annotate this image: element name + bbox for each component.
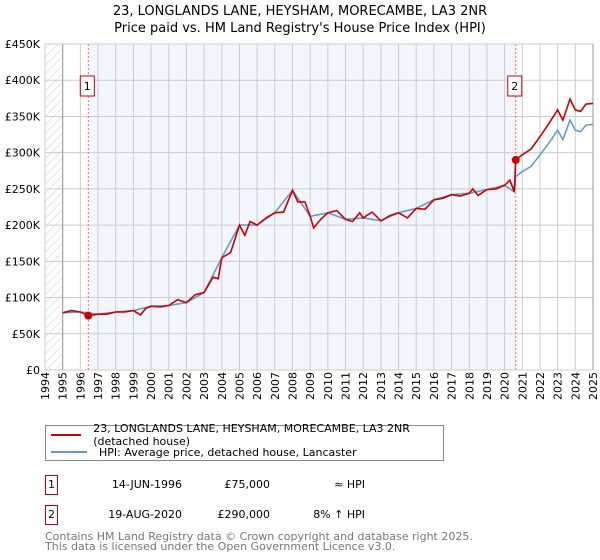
x-tick-label: 2021 — [516, 372, 529, 400]
sale-label: 1 — [84, 80, 91, 93]
transaction-hpi: 8% ↑ HPI — [313, 508, 365, 521]
x-tick-label: 2013 — [375, 372, 388, 400]
x-tick-label: 1998 — [110, 372, 123, 400]
transaction-date: 14-JUN-1996 — [111, 478, 182, 491]
x-tick-label: 1997 — [92, 372, 105, 400]
ownership-period-shade — [88, 44, 516, 370]
no-data-hatch — [45, 44, 63, 370]
x-tick-label: 2019 — [481, 372, 494, 400]
sale-point — [84, 311, 93, 320]
y-tick-label: £100K — [5, 292, 41, 305]
transaction-hpi: ≈ HPI — [334, 478, 365, 491]
y-tick-label: £250K — [5, 183, 41, 196]
legend-item-hpi: HPI: Average price, detached house, Lanc… — [51, 444, 357, 460]
x-tick-label: 2009 — [304, 372, 317, 400]
price-chart: 1994 1995 1996 1997 1998 1999 2000 2001 2002 2003… — [5, 38, 600, 400]
transaction-badge: 2 — [45, 505, 58, 525]
x-tick-label: 2016 — [428, 372, 441, 400]
x-tick-label: 2004 — [216, 372, 229, 400]
sale-label-box — [507, 75, 523, 97]
x-tick-label: 2002 — [180, 372, 193, 400]
x-tick-label: 2012 — [357, 372, 370, 400]
y-tick-label: £350K — [5, 110, 41, 123]
chart-title-line2: Price paid vs. HM Land Registry's House … — [114, 21, 486, 36]
x-tick-label: 2022 — [534, 372, 547, 400]
x-tick-label: 2007 — [269, 372, 282, 400]
x-tick-label: 2024 — [569, 372, 582, 400]
y-tick-label: £450K — [5, 38, 41, 51]
sale-label-box — [79, 75, 95, 97]
x-tick-label: 2018 — [463, 372, 476, 400]
x-tick-label: 2011 — [340, 372, 353, 400]
x-tick-label: 1996 — [74, 372, 87, 400]
y-tick-label: £300K — [5, 147, 41, 160]
transaction-price: £75,000 — [224, 478, 271, 491]
x-tick-label: 1995 — [57, 372, 70, 400]
transaction-price: £290,000 — [217, 508, 271, 521]
x-tick-label: 2020 — [499, 372, 512, 400]
x-tick-label: 2017 — [446, 372, 459, 400]
property-series-line — [62, 97, 594, 317]
footer-copyright: Contains HM Land Registry data © Crown c… — [45, 530, 473, 543]
transaction-row: 2 19-AUG-2020 £290,000 8% ↑ HPI — [45, 505, 600, 525]
x-tick-label: 2001 — [163, 372, 176, 400]
x-tick-label: 1994 — [39, 372, 52, 400]
y-tick-label: £0 — [26, 364, 40, 377]
footer-licence: This data is licensed under the Open Gov… — [45, 540, 396, 553]
chart-title-line1: 23, LONGLANDS LANE, HEYSHAM, MORECAMBE, … — [112, 4, 488, 19]
x-tick-label: 2014 — [393, 372, 406, 400]
transaction-badge: 1 — [45, 475, 58, 495]
sale-label: 2 — [511, 80, 518, 93]
x-tick-label: 2005 — [233, 372, 246, 400]
x-tick-label: 2015 — [410, 372, 423, 400]
x-tick-label: 2008 — [286, 372, 299, 400]
sale-point — [511, 155, 520, 164]
x-tick-label: 2006 — [251, 372, 264, 400]
legend-item-property: 23, LONGLANDS LANE, HEYSHAM, MORECAMBE, … — [51, 422, 443, 448]
x-tick-label: 2023 — [552, 372, 565, 400]
legend: 23, LONGLANDS LANE, HEYSHAM, MORECAMBE, … — [45, 422, 444, 461]
transaction-date: 19-AUG-2020 — [108, 508, 182, 521]
legend-label-property: 23, LONGLANDS LANE, HEYSHAM, MORECAMBE, … — [93, 422, 410, 448]
legend-swatch-blue — [51, 451, 87, 453]
legend-label-hpi: HPI: Average price, detached house, Lanc… — [99, 445, 357, 459]
y-tick-label: £400K — [5, 74, 41, 87]
y-tick-label: £50K — [12, 328, 41, 341]
y-tick-label: £200K — [5, 219, 41, 232]
y-tick-label: £150K — [5, 255, 41, 268]
x-tick-label: 2000 — [145, 372, 158, 400]
x-tick-label: 2003 — [198, 372, 211, 400]
x-tick-label: 2010 — [322, 372, 335, 400]
x-tick-label: 1999 — [127, 372, 140, 400]
x-tick-label: 2025 — [587, 372, 600, 400]
transaction-row: 1 14-JUN-1996 £75,000 ≈ HPI — [45, 475, 600, 495]
legend-swatch-red — [51, 434, 82, 436]
